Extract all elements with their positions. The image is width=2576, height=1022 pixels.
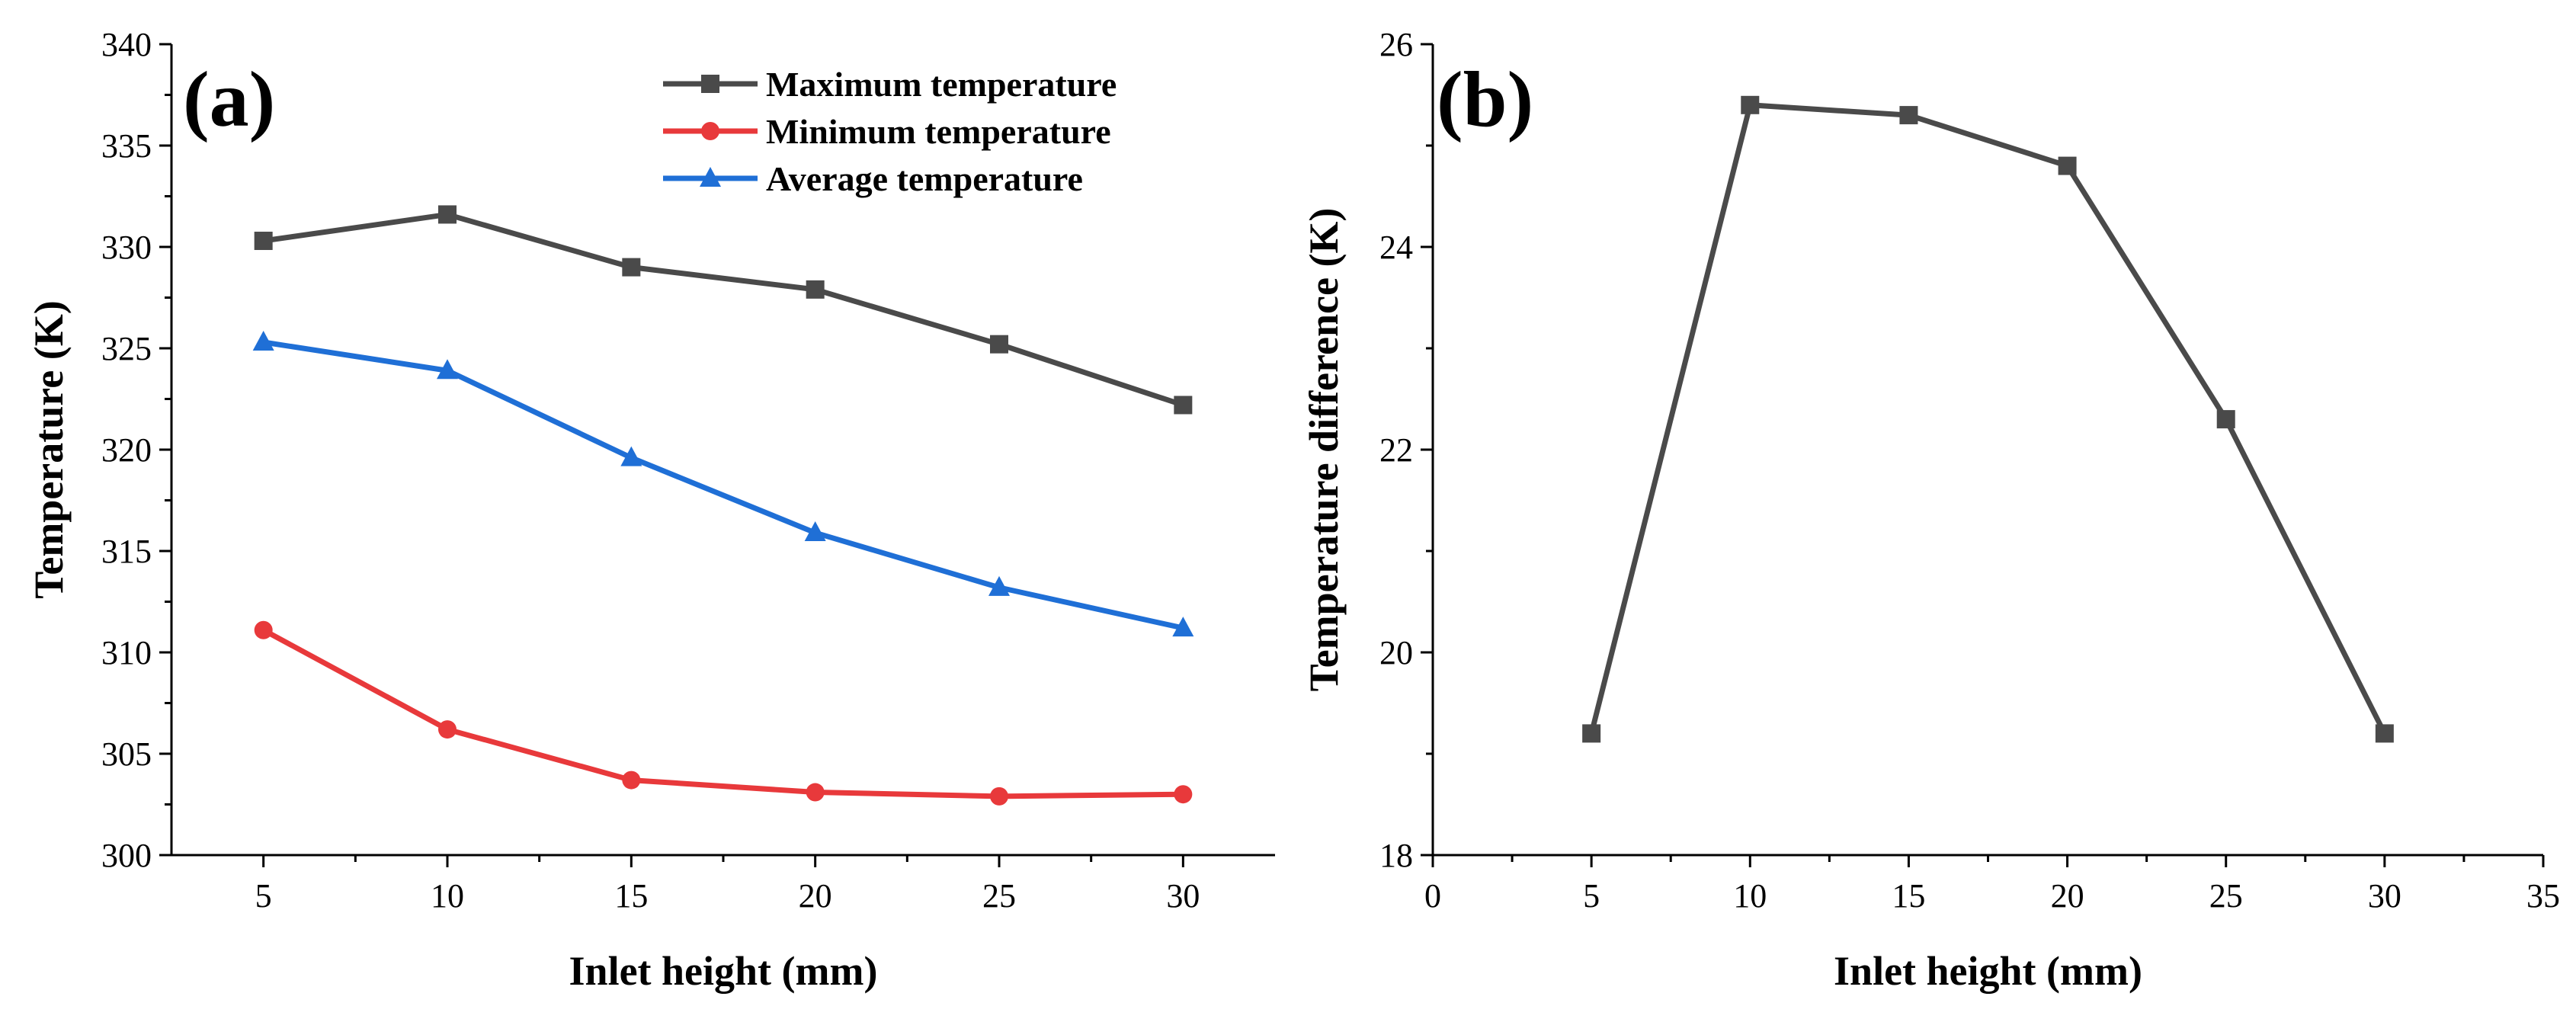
x-tick-label: 35 [2526, 877, 2560, 915]
y-tick-label: 18 [1379, 837, 1413, 874]
data-point [804, 521, 826, 542]
legend-marker [700, 167, 721, 187]
x-tick-label: 25 [2209, 877, 2243, 915]
x-tick-label: 5 [255, 877, 272, 915]
x-tick-label: 15 [1892, 877, 1925, 915]
x-tick-label: 30 [1166, 877, 1200, 915]
y-axis-title: Temperature difference (K) [1301, 208, 1347, 692]
series-line [1588, 102, 2387, 735]
data-point [254, 232, 273, 251]
y-tick-label: 20 [1379, 634, 1413, 671]
legend-label: Average temperature [766, 159, 1083, 198]
y-tick-label: 315 [101, 533, 152, 570]
x-tick-label: 5 [1583, 877, 1600, 915]
legend-marker [701, 75, 719, 93]
x-tick-label: 25 [982, 877, 1016, 915]
series-average-temperature [252, 331, 1194, 637]
panel-label: (a) [183, 56, 275, 143]
chart-panel-a: 300 305 310 315 320 325 330 335 340 5 10 15 20 25 30 In… [26, 26, 1275, 994]
data-point [252, 331, 274, 351]
x-tick-label: 10 [431, 877, 464, 915]
data-point [1582, 724, 1601, 743]
data-point [622, 258, 641, 277]
series-maximum-temperature [254, 205, 1193, 415]
data-point [622, 771, 641, 790]
series-temperature-difference [1582, 95, 2394, 743]
data-point [2375, 724, 2394, 743]
data-point [1174, 396, 1193, 415]
series-line [262, 627, 1184, 799]
y-tick-label: 305 [101, 735, 152, 773]
data-point [1899, 106, 1918, 125]
series-line [263, 339, 1184, 631]
x-axis-title: Inlet height (mm) [569, 948, 878, 994]
legend-label: Minimum temperature [766, 112, 1111, 151]
data-point [1741, 95, 1760, 114]
x-tick-label: 20 [2051, 877, 2084, 915]
y-tick-label: 320 [101, 431, 152, 469]
data-point [2058, 156, 2077, 175]
y-tick-label: 340 [101, 26, 152, 63]
data-point [620, 446, 642, 466]
data-point [806, 280, 825, 299]
series-minimum-temperature [254, 620, 1193, 806]
y-tick-label: 330 [101, 229, 152, 266]
data-point [988, 575, 1010, 596]
data-point [1172, 617, 1194, 637]
panel-label: (b) [1437, 56, 1533, 143]
x-tick-label: 30 [2368, 877, 2401, 915]
data-point [438, 720, 457, 739]
legend-label: Maximum temperature [766, 65, 1117, 104]
x-tick-label: 20 [799, 877, 832, 915]
data-point [438, 205, 457, 224]
y-tick-label: 26 [1379, 26, 1413, 63]
series-line [263, 211, 1184, 408]
x-tick-label: 0 [1424, 877, 1441, 915]
data-point [437, 359, 458, 380]
y-tick-label: 22 [1379, 431, 1413, 469]
y-axis-title: Temperature (K) [26, 300, 72, 598]
x-tick-label: 10 [1733, 877, 1767, 915]
data-point [990, 787, 1008, 806]
data-point [254, 620, 273, 639]
legend: Maximum temperature Minimum temperature Av… [663, 65, 1117, 198]
x-tick-label: 15 [614, 877, 648, 915]
legend-item: Maximum temperature [663, 65, 1117, 104]
chart-panel-b: 18 20 22 24 26 0 5 10 15 20 25 30 35 Inlet height (mm… [1301, 26, 2560, 994]
legend-item: Minimum temperature [663, 112, 1111, 151]
y-tick-label: 24 [1379, 229, 1413, 266]
legend-marker [701, 122, 719, 140]
y-tick-label: 300 [101, 837, 152, 874]
data-point [1174, 785, 1193, 804]
x-axis-title: Inlet height (mm) [1834, 948, 2142, 994]
data-point [990, 335, 1008, 354]
data-point [806, 783, 825, 802]
y-tick-label: 325 [101, 330, 152, 367]
legend-item: Average temperature [663, 159, 1083, 198]
y-tick-label: 335 [101, 127, 152, 165]
data-point [2216, 410, 2235, 429]
y-tick-label: 310 [101, 634, 152, 671]
